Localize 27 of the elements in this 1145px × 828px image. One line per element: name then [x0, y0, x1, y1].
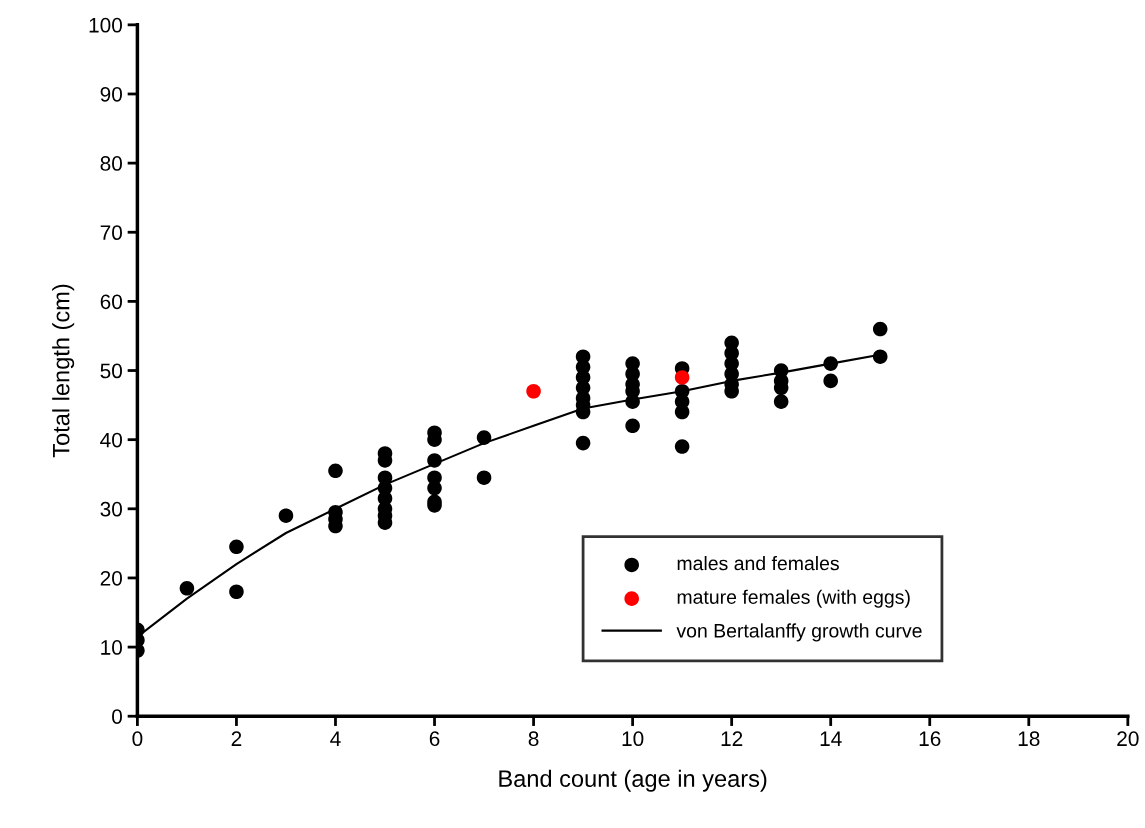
y-tick-label: 20 — [100, 570, 122, 586]
legend-label: mature females (with eggs) — [677, 589, 910, 608]
x-tick-label: 6 — [429, 731, 440, 747]
y-tick-label: 30 — [100, 501, 122, 517]
x-tick-label: 20 — [1117, 731, 1139, 747]
x-axis-title: Band count (age in years) — [499, 769, 767, 792]
x-tick-label: 2 — [231, 731, 242, 746]
legend-label: von Bertalanffy growth curve — [676, 623, 922, 642]
y-tick-label: 0 — [112, 709, 122, 724]
x-tick-label: 18 — [1018, 731, 1040, 747]
y-axis-title: Total length (cm) — [52, 284, 75, 458]
y-tick-label: 10 — [101, 640, 122, 655]
y-tick-label: 90 — [100, 86, 122, 102]
x-tick-label: 4 — [330, 731, 341, 746]
x-tick-label: 0 — [132, 731, 143, 747]
x-tick-label: 8 — [528, 731, 539, 747]
y-tick-label: 60 — [100, 294, 122, 310]
x-tick-label: 12 — [721, 731, 743, 746]
y-tick-label: 80 — [100, 156, 122, 171]
x-tick-label: 10 — [622, 731, 644, 747]
y-tick-label: 70 — [100, 225, 122, 241]
y-tick-label: 40 — [100, 432, 122, 448]
x-tick-label: 14 — [820, 731, 842, 746]
y-tick-label: 100 — [89, 17, 123, 33]
y-tick-label: 50 — [100, 363, 122, 379]
x-tick-label: 16 — [919, 731, 941, 747]
legend-label: males and females — [677, 555, 839, 571]
